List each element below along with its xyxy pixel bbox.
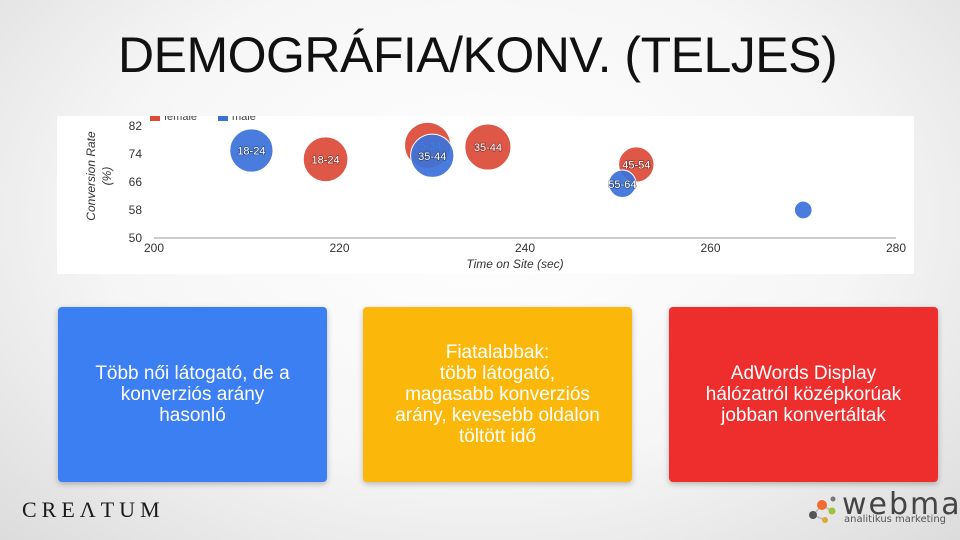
bubble-label-male: 35-44: [418, 151, 446, 163]
webma-logo-name: webma: [842, 487, 960, 522]
bubble-label-female: 45-54: [622, 160, 650, 172]
insight-box-women: Több női látogató, de a konverziós arány…: [58, 307, 327, 482]
insight-text-young: Fiatalabbak: több látogató, magasabb kon…: [395, 342, 600, 447]
insight-box-adwords: AdWords Display hálózatról középkorúak j…: [669, 307, 938, 482]
legend-label-male: male: [232, 116, 256, 123]
bubble-chart: female male 82 74 66 58 50 200 220 240 260 280 Time …: [57, 116, 914, 274]
bubble-male: [410, 133, 455, 178]
bubble-male: [608, 169, 637, 198]
legend-label-female: female: [164, 116, 197, 123]
x-tick-label: 220: [329, 241, 349, 255]
webma-logo-subtitle: analitikus marketing: [844, 514, 947, 525]
y-tick-label: 74: [129, 147, 143, 161]
bubble-label-female: 18-24: [312, 154, 340, 166]
y-tick-label: 66: [129, 175, 143, 189]
bubble-female: [302, 136, 349, 183]
legend-swatch-female: [150, 116, 160, 121]
x-tick-label: 240: [515, 241, 535, 255]
y-tick-label: 82: [129, 119, 143, 133]
bubble-label-female: 35-44: [474, 142, 502, 154]
legend-swatch-male: [218, 116, 228, 121]
creatum-logo: CREΛTUM: [22, 497, 165, 522]
y-tick-label: 58: [129, 203, 143, 217]
bubble-male: [229, 128, 274, 173]
y-axis-title-unit: (%): [100, 167, 114, 186]
y-axis-title: Conversion Rate: [84, 131, 98, 221]
insight-text-adwords: AdWords Display hálózatról középkorúak j…: [705, 363, 902, 426]
x-tick-label: 200: [144, 241, 164, 255]
slide-title: DEMOGRÁFIA/KONV. (TELJES): [118, 27, 838, 83]
insight-text-women: Több női látogató, de a konverziós arány…: [95, 363, 290, 426]
insight-box-young: Fiatalabbak: több látogató, magasabb kon…: [363, 307, 632, 482]
bubble-label-male: 55-64: [608, 179, 636, 191]
bubble-label-male: 18-24: [237, 146, 265, 158]
x-axis-title: Time on Site (sec): [466, 257, 563, 271]
y-tick-label: 50: [129, 231, 143, 245]
x-tick-label: 280: [886, 241, 906, 255]
bubble-female: [464, 123, 512, 171]
webma-logo-icon: [809, 496, 836, 523]
bubble-male: [793, 200, 813, 220]
x-tick-label: 260: [700, 241, 720, 255]
